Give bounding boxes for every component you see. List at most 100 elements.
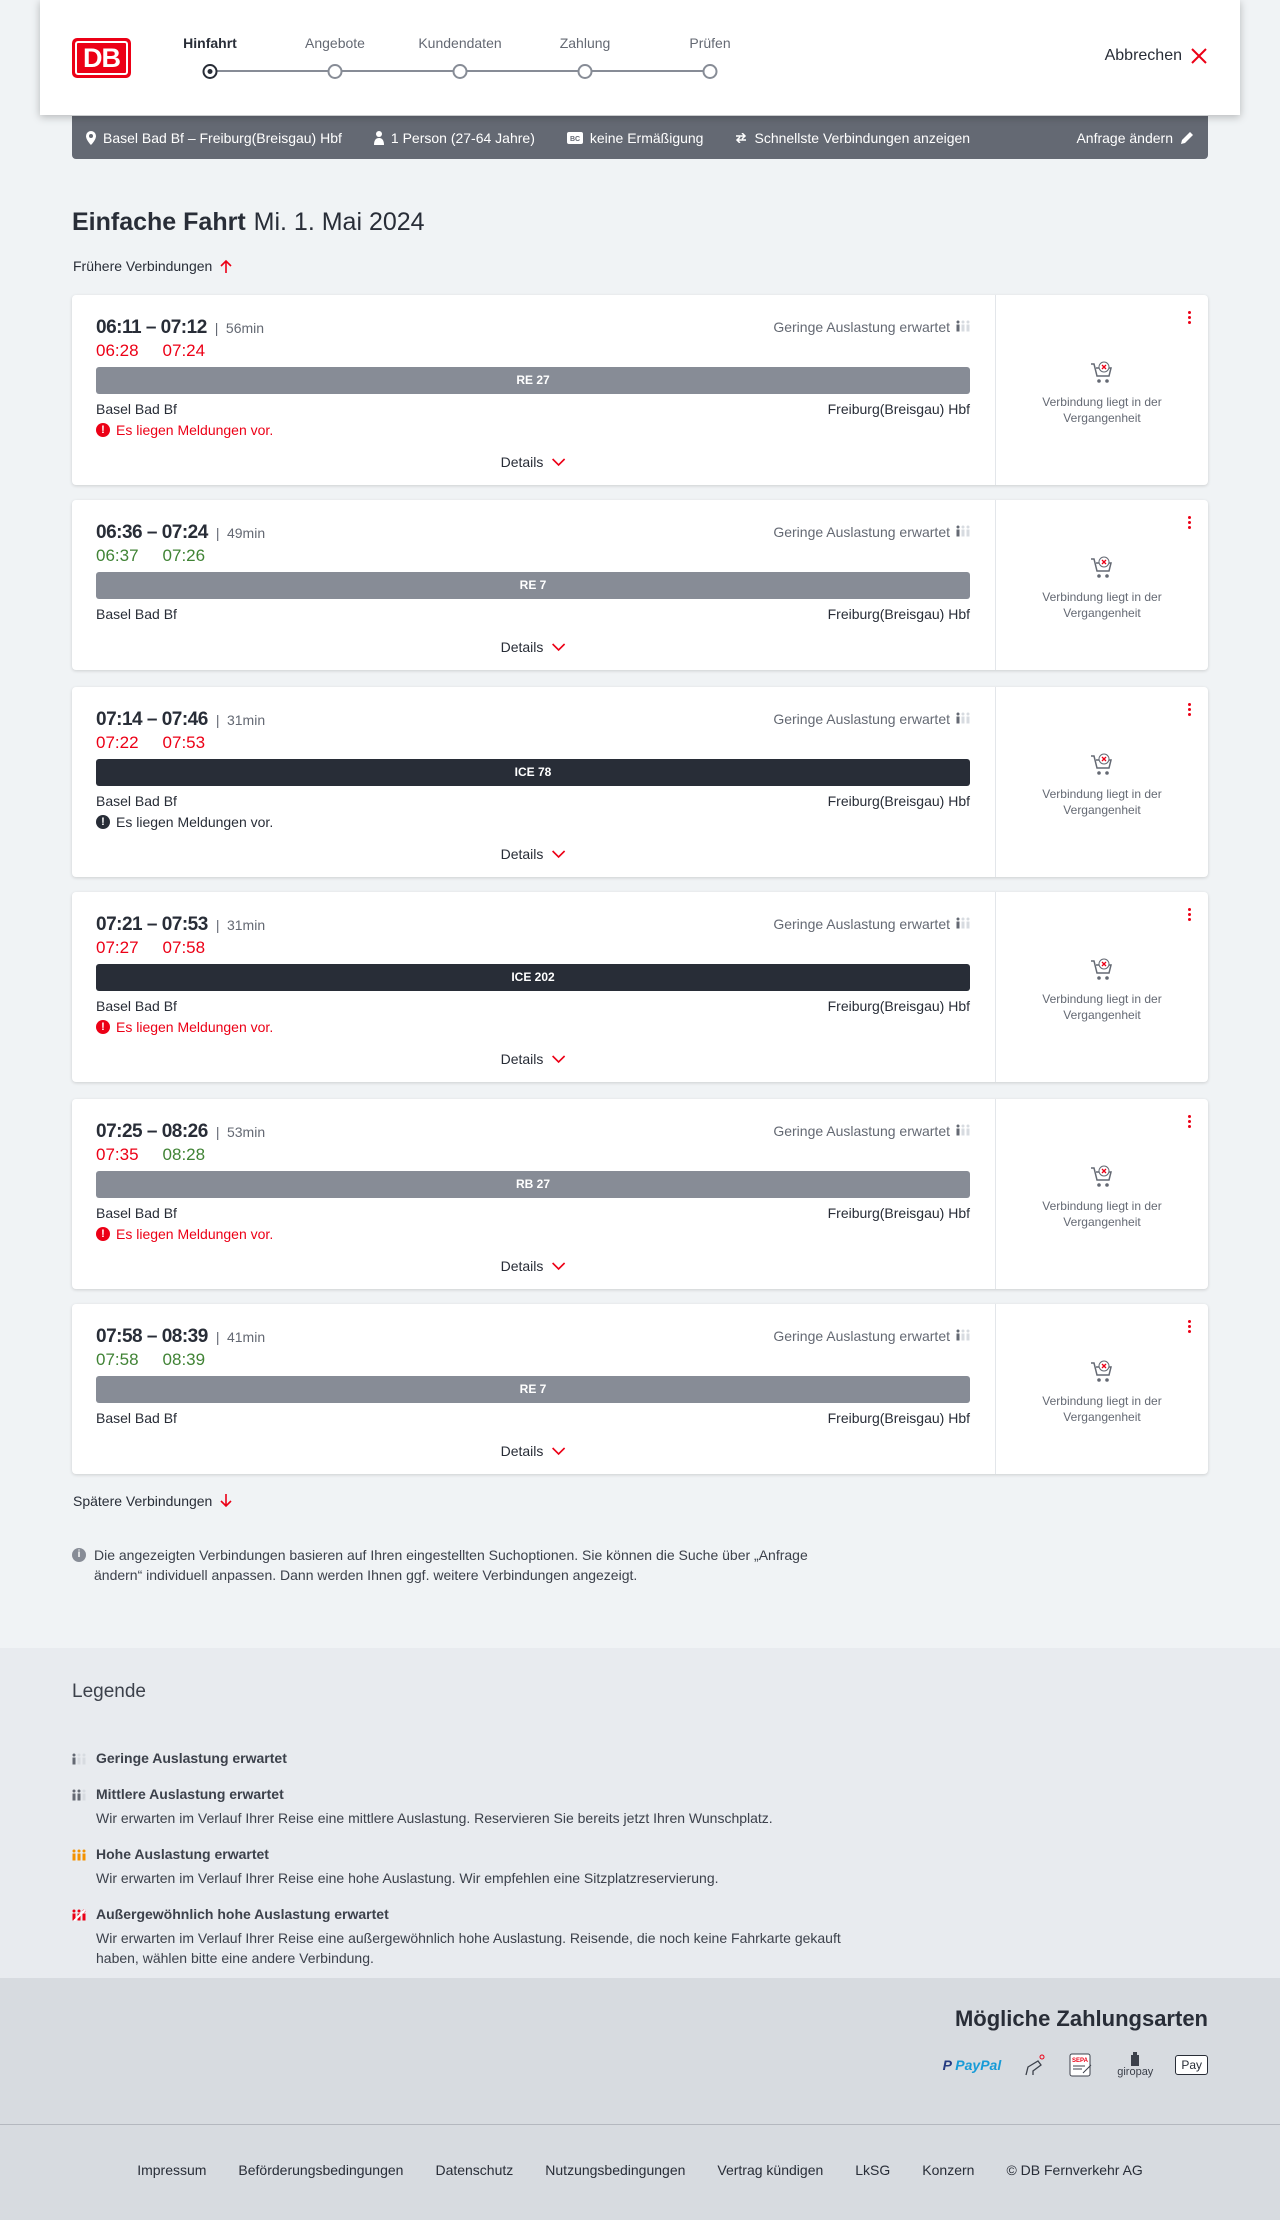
info-icon: i	[72, 1548, 86, 1562]
footer-link[interactable]: Impressum	[137, 2162, 207, 2178]
details-label: Details	[500, 454, 544, 470]
step-label[interactable]: Hinfahrt	[183, 35, 237, 51]
details-toggle[interactable]: Details	[501, 1258, 566, 1274]
realtime-departure: 06:28	[96, 341, 139, 360]
location-pin-icon	[86, 130, 96, 145]
svg-text:BC: BC	[570, 136, 580, 143]
arrival-station: Freiburg(Breisgau) Hbf	[827, 401, 970, 417]
edit-request-button[interactable]: Anfrage ändern	[1076, 130, 1194, 146]
train-bar[interactable]: RE 27	[96, 367, 970, 394]
step-dot[interactable]	[327, 64, 343, 79]
footer-link[interactable]: Vertrag kündigen	[717, 2162, 824, 2178]
sepa-icon: SEPA	[1069, 2053, 1092, 2077]
connection-main: 06:11 – 07:12 | 56min 06:28 07:24 Geringe Aus…	[96, 295, 970, 485]
footer-links: Impressum Beförderungsbedingungen Datensch…	[0, 2124, 1280, 2220]
connection-card[interactable]: 07:58 – 08:39 | 41min 07:58 08:39 Geringe Aus…	[72, 1304, 1208, 1474]
departure-station: Basel Bad Bf	[96, 401, 177, 417]
payment-section: Mögliche Zahlungsarten P PayPal SEPA gir…	[0, 1978, 1280, 2124]
details-toggle[interactable]: Details	[501, 454, 566, 470]
separator: |	[215, 917, 220, 933]
occupancy-level-icon	[72, 1908, 86, 1926]
realtime-times: 07:58 08:39	[96, 1350, 229, 1370]
more-options-icon[interactable]	[1186, 1320, 1192, 1333]
connection-card[interactable]: 06:11 – 07:12 | 56min 06:28 07:24 Geringe Aus…	[72, 295, 1208, 485]
chevron-down-icon	[551, 1443, 565, 1459]
search-summary-bar: Basel Bad Bf – Freiburg(Breisgau) Hbf 1 …	[72, 116, 1208, 159]
planned-times: 06:36 – 07:24 | 49min	[96, 522, 265, 544]
search-info-note: i Die angezeigten Verbindungen basieren a…	[72, 1545, 852, 1585]
footer-link[interactable]: Konzern	[922, 2162, 975, 2178]
more-options-icon[interactable]	[1186, 908, 1192, 921]
chevron-down-icon	[551, 454, 565, 470]
footer-link[interactable]: Datenschutz	[435, 2162, 514, 2178]
pencil-icon	[1181, 131, 1193, 144]
message-notice[interactable]: ! Es liegen Meldungen vor.	[96, 422, 273, 438]
message-text: Es liegen Meldungen vor.	[116, 814, 274, 830]
connection-main: 07:21 – 07:53 | 31min 07:27 07:58 Geringe Aus…	[96, 892, 970, 1082]
cart-unavailable-icon	[1089, 360, 1115, 391]
connection-card[interactable]: 07:14 – 07:46 | 31min 07:22 07:53 Geringe Aus…	[72, 687, 1208, 877]
step-dot[interactable]	[452, 64, 468, 79]
more-options-icon[interactable]	[1186, 311, 1192, 324]
footer-link[interactable]: Beförderungsbedingungen	[238, 2162, 404, 2178]
step-label[interactable]: Zahlung	[559, 35, 611, 51]
occupancy-info: Geringe Auslastung erwartet	[773, 524, 970, 540]
details-toggle[interactable]: Details	[501, 639, 566, 655]
planned-times: 06:11 – 07:12 | 56min	[96, 317, 264, 339]
realtime-arrival: 08:39	[162, 1350, 206, 1369]
later-connections-link[interactable]: Spätere Verbindungen	[73, 1493, 232, 1509]
legend-section: Legende Geringe Auslastung erwartet Mittl…	[0, 1648, 1280, 1978]
planned-times: 07:21 – 07:53 | 31min	[96, 914, 265, 936]
step-label[interactable]: Kundendaten	[418, 35, 502, 51]
details-toggle[interactable]: Details	[501, 846, 566, 862]
train-bar[interactable]: RE 7	[96, 1376, 970, 1403]
duration: 41min	[226, 1329, 266, 1345]
giropay-icon: giropay	[1117, 2052, 1153, 2078]
person-icon	[373, 130, 384, 145]
payment-title: Mögliche Zahlungsarten	[954, 2006, 1208, 2031]
connection-card[interactable]: 07:21 – 07:53 | 31min 07:27 07:58 Geringe Aus…	[72, 892, 1208, 1082]
past-connection-note: Verbindung liegt in der Vergangenheit	[1042, 1199, 1162, 1229]
cancel-button[interactable]: Abbrechen	[1105, 47, 1208, 65]
train-bar[interactable]: RE 7	[96, 572, 970, 599]
step-dot[interactable]	[202, 64, 218, 79]
footer-link[interactable]: © DB Fernverkehr AG	[1006, 2162, 1143, 2178]
more-options-icon[interactable]	[1186, 1115, 1192, 1128]
earlier-connections-link[interactable]: Frühere Verbindungen	[73, 258, 232, 274]
details-toggle[interactable]: Details	[501, 1443, 566, 1459]
step-label[interactable]: Angebote	[305, 35, 365, 51]
footer-link[interactable]: Nutzungsbedingungen	[545, 2162, 686, 2178]
occupancy-icon	[956, 1123, 970, 1139]
occupancy-info: Geringe Auslastung erwartet	[773, 1328, 970, 1344]
alert-icon: !	[96, 1227, 110, 1241]
db-logo[interactable]: DB	[72, 38, 131, 78]
message-notice[interactable]: ! Es liegen Meldungen vor.	[96, 1019, 273, 1035]
more-options-icon[interactable]	[1186, 516, 1192, 529]
step-dot[interactable]	[702, 64, 718, 79]
planned-time: 07:58 – 08:39	[96, 1326, 208, 1347]
step-dot[interactable]	[577, 64, 593, 79]
arrow-up-icon	[220, 259, 232, 273]
legend-item-text: Wir erwarten im Verlauf Ihrer Reise eine…	[96, 1870, 719, 1886]
apple-pay-icon: Pay	[1175, 2055, 1208, 2075]
message-notice[interactable]: ! Es liegen Meldungen vor.	[96, 1226, 273, 1242]
past-connection-note: Verbindung liegt in der Vergangenheit	[1042, 1394, 1162, 1424]
cart-unavailable-icon	[1089, 957, 1115, 988]
step-label[interactable]: Prüfen	[689, 35, 731, 51]
close-icon	[1191, 48, 1207, 64]
connection-card[interactable]: 06:36 – 07:24 | 49min 06:37 07:26 Geringe Aus…	[72, 500, 1208, 670]
train-bar[interactable]: RB 27	[96, 1171, 970, 1198]
footer-link[interactable]: LkSG	[855, 2162, 891, 2178]
connection-card[interactable]: 07:25 – 08:26 | 53min 07:35 08:28 Geringe Aus…	[72, 1099, 1208, 1289]
arrow-down-icon	[220, 1494, 232, 1508]
occupancy-level-icon	[72, 1848, 86, 1866]
more-options-icon[interactable]	[1186, 703, 1192, 716]
realtime-arrival: 08:28	[162, 1145, 206, 1164]
train-bar[interactable]: ICE 78	[96, 759, 970, 786]
cart-unavailable-icon	[1089, 752, 1115, 783]
train-bar[interactable]: ICE 202	[96, 964, 970, 991]
details-toggle[interactable]: Details	[501, 1051, 566, 1067]
message-notice[interactable]: ! Es liegen Meldungen vor.	[96, 814, 273, 830]
legend-item: Außergewöhnlich hohe Auslastung erwartet…	[72, 1906, 872, 1968]
message-text: Es liegen Meldungen vor.	[116, 422, 274, 438]
